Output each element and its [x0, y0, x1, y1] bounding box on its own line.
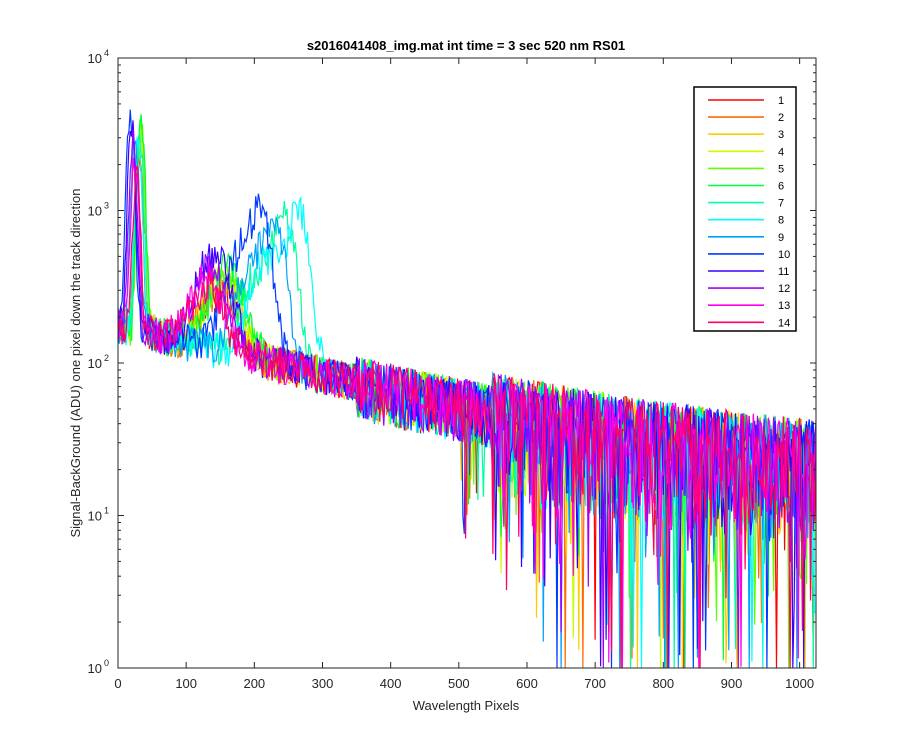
legend-label: 6	[778, 181, 784, 193]
x-tick-label: 200	[243, 676, 265, 691]
legend-label: 14	[778, 317, 790, 329]
legend-label: 8	[778, 215, 784, 227]
x-tick-label: 800	[652, 676, 674, 691]
x-tick-label: 500	[448, 676, 470, 691]
x-axis-label: Wavelength Pixels	[413, 698, 520, 713]
legend-label: 11	[778, 266, 789, 278]
legend-label: 2	[778, 112, 784, 124]
legend-label: 9	[778, 232, 784, 244]
y-tick-label-exp: 0	[104, 658, 109, 668]
y-tick-label-base: 10	[88, 509, 102, 524]
y-tick-label-base: 10	[88, 51, 102, 66]
y-axis-label: Signal-BackGround (ADU) one pixel down t…	[68, 188, 83, 537]
legend-label: 4	[778, 146, 784, 158]
y-tick-label-exp: 2	[104, 353, 109, 363]
x-tick-label: 0	[114, 676, 121, 691]
legend-label: 5	[778, 163, 784, 175]
x-tick-label: 400	[380, 676, 402, 691]
y-tick-label-exp: 1	[104, 506, 109, 516]
x-axis: 0 100 200 300 400 500 600 700 800 900 1000	[114, 58, 814, 691]
x-tick-label: 300	[312, 676, 334, 691]
y-tick-label-base: 10	[88, 661, 102, 676]
legend-label: 1	[778, 95, 784, 107]
y-tick-label-base: 10	[88, 204, 102, 219]
legend-box	[693, 86, 797, 332]
legend-label: 12	[778, 283, 790, 295]
y-tick-label-exp: 4	[104, 48, 109, 58]
x-tick-label: 100	[175, 676, 197, 691]
y-tick-label-exp: 3	[104, 201, 109, 211]
series-layer	[118, 109, 816, 668]
chart-title: s2016041408_img.mat int time = 3 sec 520…	[307, 38, 625, 53]
series-line-14	[118, 165, 816, 668]
x-tick-label: 700	[584, 676, 606, 691]
x-tick-label: 900	[721, 676, 743, 691]
x-tick-label: 600	[516, 676, 538, 691]
legend-label: 3	[778, 129, 784, 141]
y-tick-label-base: 10	[88, 356, 102, 371]
legend-label: 13	[778, 300, 790, 312]
legend-label: 7	[778, 198, 784, 210]
legend-label: 10	[778, 249, 790, 261]
x-tick-label: 1000	[785, 676, 814, 691]
